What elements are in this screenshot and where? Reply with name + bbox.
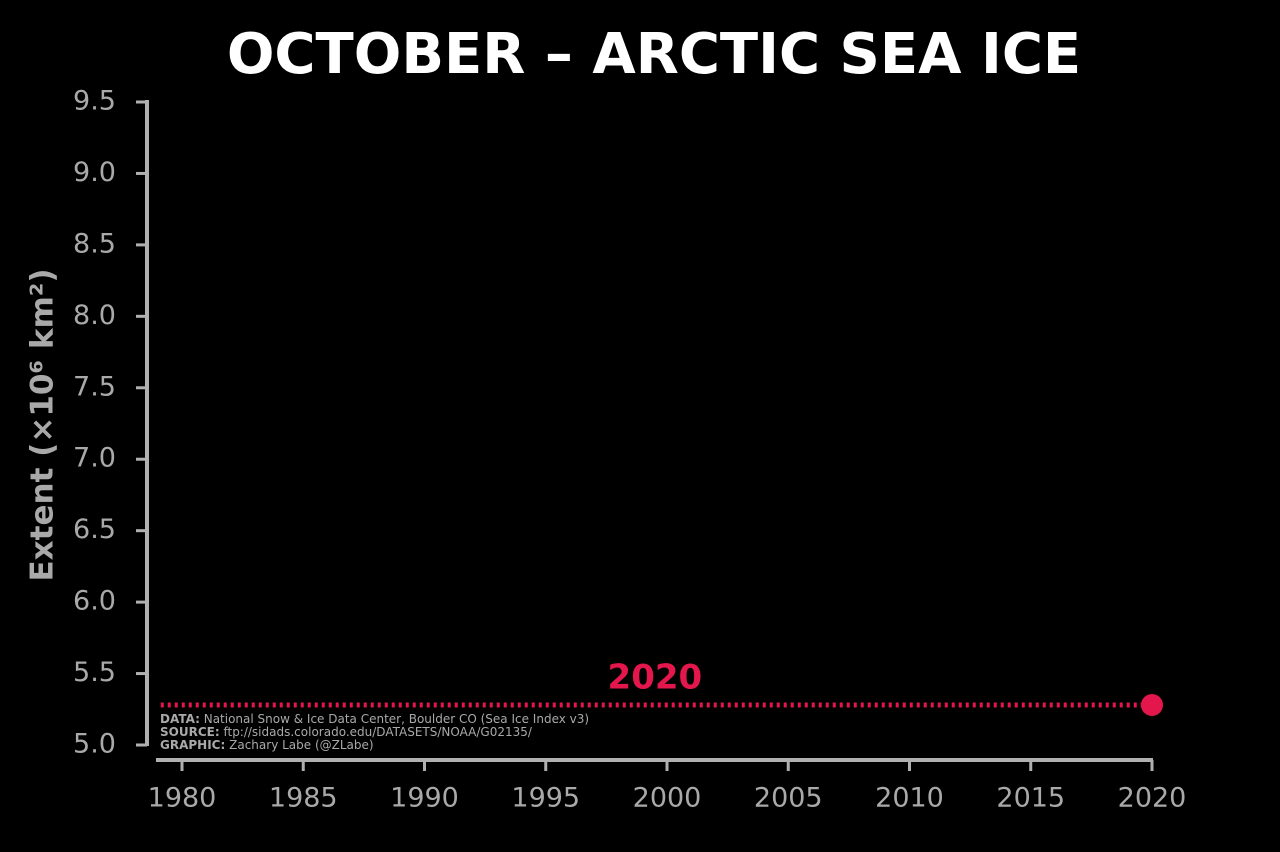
y-tick-label: 8.0 [73,300,116,331]
credit-text: National Snow & Ice Data Center, Boulder… [204,712,589,726]
y-tick-label: 7.0 [73,443,116,474]
x-tick-label: 2000 [633,783,702,814]
y-tick-label: 9.0 [73,157,116,188]
x-tick-label: 1980 [148,783,217,814]
credit-text: ftp://sidads.colorado.edu/DATASETS/NOAA/… [223,725,532,739]
x-tick-label: 2005 [754,783,823,814]
x-tick-label: 2010 [875,783,944,814]
x-tick-label: 2020 [1118,783,1187,814]
chart-title: OCTOBER – ARCTIC SEA ICE [227,22,1081,87]
credit-note: DATA: National Snow & Ice Data Center, B… [160,712,589,726]
y-axis-label: Extent (×10⁶ km²) [25,268,61,581]
y-tick-label: 5.5 [73,657,116,688]
y-tick-label: 7.5 [73,371,116,402]
y-tick-label: 5.0 [73,729,116,760]
x-tick-label: 1995 [511,783,580,814]
credit-label: GRAPHIC: [160,738,225,752]
credit-note: SOURCE: ftp://sidads.colorado.edu/DATASE… [160,725,533,739]
y-tick-label: 8.5 [73,228,116,259]
point [1141,693,1163,716]
y-tick-label: 6.5 [73,514,116,545]
point-label: 2020 [608,657,703,697]
credit-label: DATA: [160,712,200,726]
x-tick-label: 1990 [390,783,459,814]
x-tick-label: 2015 [996,783,1065,814]
credit-note: GRAPHIC: Zachary Labe (@ZLabe) [160,738,374,752]
x-tick-label: 1985 [269,783,338,814]
credit-text: Zachary Labe (@ZLabe) [229,738,373,752]
credit-label: SOURCE: [160,725,220,739]
y-tick-label: 6.0 [73,586,116,617]
y-tick-label: 9.5 [73,86,116,117]
